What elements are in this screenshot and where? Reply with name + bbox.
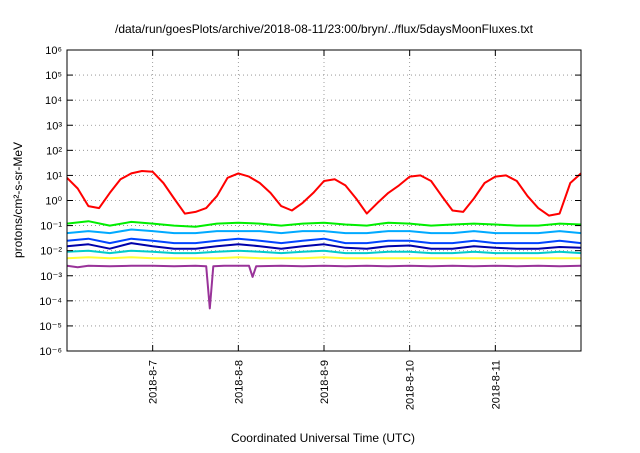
x-axis-label: Coordinated Universal Time (UTC) (231, 431, 415, 445)
y-tick-label: 10⁴ (45, 95, 62, 107)
y-axis-tick-labels: 10⁻⁶ 10⁻⁵ 10⁻⁴ 10⁻³ 10⁻² 10⁻¹ 10⁰ 10¹ 10² 10³ 10⁴ 1… (39, 45, 62, 358)
x-tick-label: 2018-8-7 (148, 360, 160, 404)
series-line (66, 220, 582, 228)
y-tick-label: 10⁻³ (40, 271, 62, 283)
series-line (66, 170, 582, 217)
x-tick-label: 2018-8-8 (233, 360, 245, 404)
y-axis-label: protons/cm²-s-sr-MeV (11, 142, 25, 258)
series-line (66, 264, 582, 310)
x-tick-label: 2018-8-10 (405, 360, 417, 410)
axis-ticks (67, 49, 581, 352)
y-tick-label: 10¹ (46, 170, 62, 182)
y-tick-label: 10⁶ (45, 45, 62, 57)
y-tick-label: 10⁻¹ (40, 221, 62, 233)
x-tick-label: 2018-8-9 (319, 360, 331, 404)
series-line (66, 249, 582, 255)
x-axis-tick-labels: 2018-8-7 2018-8-8 2018-8-9 2018-8-10 2018-8-… (148, 360, 503, 410)
x-tick-label: 2018-8-11 (490, 360, 502, 409)
y-tick-label: 10² (46, 145, 62, 157)
series-line (66, 228, 582, 235)
y-tick-label: 10⁻² (40, 246, 62, 258)
series-line (66, 256, 581, 260)
y-tick-label: 10³ (46, 120, 62, 132)
series-line (66, 242, 582, 250)
series-group (66, 170, 582, 310)
y-tick-label: 10⁰ (45, 196, 62, 208)
y-tick-label: 10⁻⁴ (39, 296, 62, 308)
y-tick-label: 10⁵ (45, 70, 62, 82)
chart-title: /data/run/goesPlots/archive/2018-08-11/2… (115, 22, 534, 36)
y-tick-label: 10⁻⁶ (39, 346, 62, 358)
series-line (66, 237, 582, 245)
y-tick-label: 10⁻⁵ (39, 321, 62, 333)
